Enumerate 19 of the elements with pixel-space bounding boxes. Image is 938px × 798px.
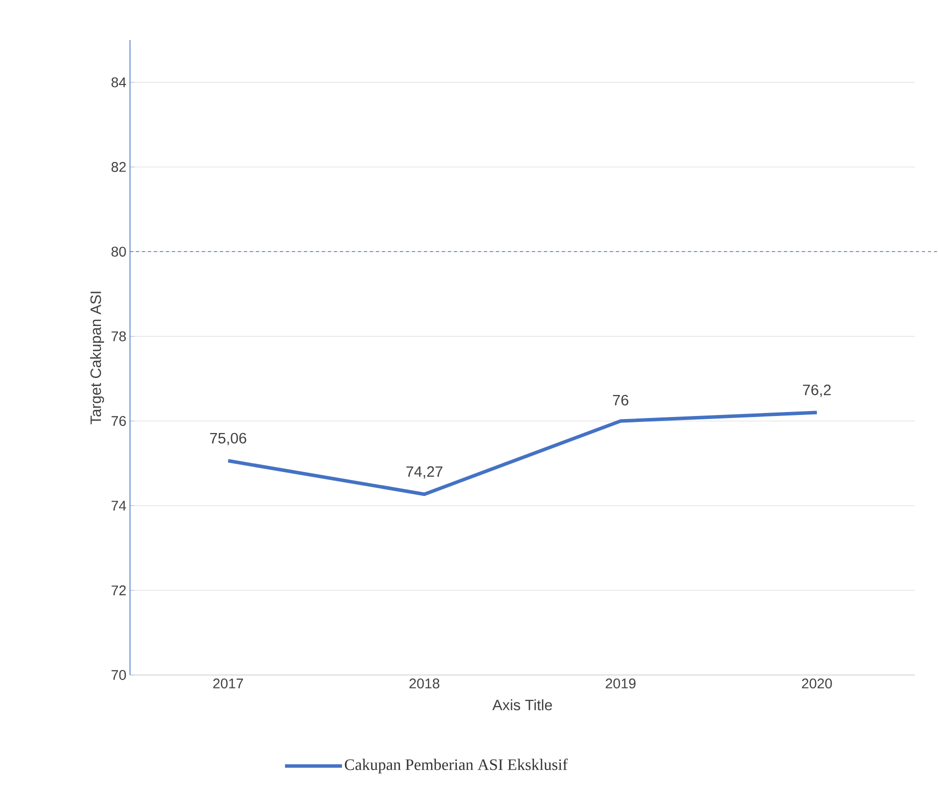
y-tick-label: 74	[112, 500, 126, 510]
y-tick-label: 84	[112, 77, 126, 88]
data-label: 74,27	[406, 466, 442, 479]
data-label: 75,06	[210, 432, 246, 446]
data-label: 76	[613, 394, 628, 406]
legend-label: Cakupan Pemberian ASI Eksklusif	[344, 758, 568, 774]
y-tick-label: 76	[112, 416, 126, 426]
x-tick-label: 2018	[410, 678, 440, 688]
y-axis-title: Target Cakupan ASI	[90, 292, 104, 424]
y-tick-label: 72	[112, 585, 126, 596]
data-label: 76,2	[803, 384, 831, 397]
y-tick-label: 82	[112, 162, 126, 172]
y-tick-label: 70	[112, 670, 126, 680]
x-tick-label: 2020	[802, 678, 832, 688]
y-tick-label: 80	[112, 246, 126, 257]
x-tick-label: 2019	[606, 678, 636, 688]
x-tick-label: 2017	[213, 678, 243, 688]
x-axis-title: Axis Title	[492, 699, 552, 710]
y-tick-label: 78	[112, 331, 126, 342]
